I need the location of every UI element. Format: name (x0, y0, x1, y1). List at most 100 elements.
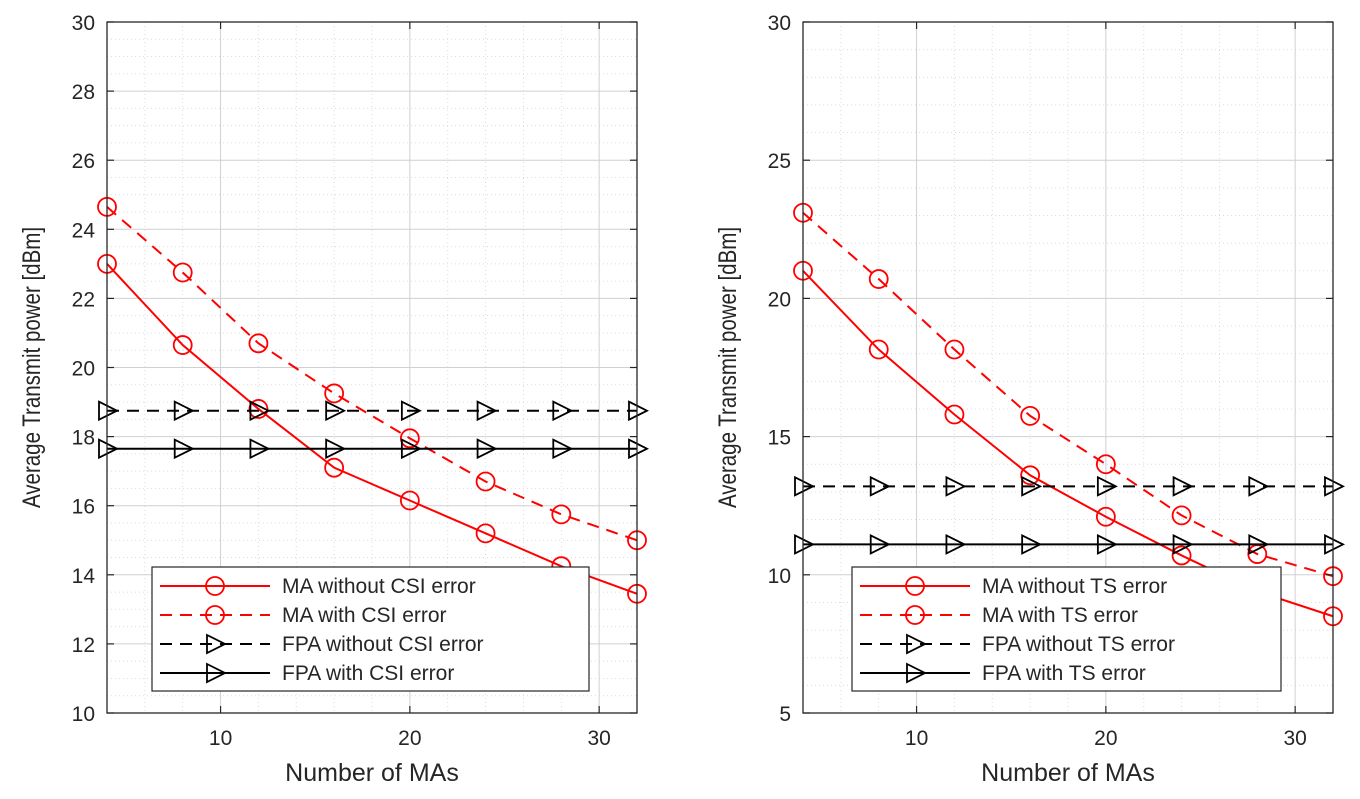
data-point (324, 457, 345, 478)
y-tick-label: 25 (768, 150, 791, 173)
y-tick-label: 20 (768, 288, 791, 311)
data-point (945, 533, 967, 555)
legend: MA without TS error MA with TS error FPA w… (851, 566, 1282, 692)
legend: MA without CSI error MA with CSI error FPA… (151, 566, 590, 692)
chart-csi-error: 10 20 30 10 12 14 16 18 20 22 24 26 28 30 Number of MA… (17, 12, 650, 787)
y-axis-label: Average Transmit power [dBm] (17, 227, 45, 508)
x-tick-label: 20 (398, 727, 421, 750)
y-tick-label: 28 (72, 81, 95, 104)
data-point (399, 490, 420, 511)
y-tick-label: 12 (72, 634, 95, 657)
x-tick-label: 30 (1283, 727, 1306, 750)
y-tick-label: 18 (72, 427, 95, 450)
data-point (869, 533, 891, 555)
data-point (1095, 454, 1116, 475)
legend-label: FPA with TS error (982, 662, 1146, 685)
legend-marker (206, 662, 228, 684)
data-point (1096, 533, 1118, 555)
data-point (476, 400, 498, 422)
data-point (1172, 475, 1194, 497)
legend-label: MA without TS error (982, 575, 1167, 598)
data-point (1324, 533, 1346, 555)
data-point (399, 428, 420, 449)
y-tick-label: 30 (72, 12, 95, 35)
legend-entry: MA with CSI error (160, 604, 447, 627)
data-point (249, 400, 271, 422)
legend-label: FPA without TS error (982, 633, 1175, 656)
data-point (1248, 475, 1270, 497)
data-point (794, 475, 816, 497)
data-point (1248, 533, 1270, 555)
data-point (248, 399, 269, 419)
data-point (868, 339, 889, 360)
y-tick-label: 22 (72, 288, 95, 311)
data-point (1020, 465, 1041, 486)
series-ma-without-csi-error (97, 253, 647, 604)
y-tick-label: 5 (779, 703, 791, 726)
data-point (249, 438, 271, 460)
y-tick-label: 10 (72, 703, 95, 726)
data-point (400, 438, 422, 460)
series-fpa-without-ts-error (794, 475, 1346, 497)
data-point (98, 400, 120, 422)
data-point (172, 262, 193, 283)
data-point (1021, 475, 1043, 497)
data-point (552, 400, 574, 422)
data-point (475, 523, 496, 544)
data-point (869, 475, 891, 497)
legend-entry: FPA with CSI error (160, 662, 454, 685)
legend-marker (905, 605, 925, 625)
legend-label: MA with CSI error (282, 604, 447, 627)
y-tick-label: 24 (72, 219, 96, 242)
data-point (1095, 506, 1116, 527)
data-point (1096, 475, 1118, 497)
legend-label: MA with TS error (982, 604, 1138, 627)
legend-marker (206, 633, 228, 655)
legend-marker (906, 633, 928, 655)
y-tick-label: 30 (768, 12, 791, 35)
x-tick-label: 30 (587, 727, 610, 750)
legend-label: FPA with CSI error (282, 662, 454, 685)
x-axis-label: Number of MAs (981, 759, 1155, 787)
series-line (802, 211, 1334, 578)
y-tick-label: 26 (72, 150, 95, 173)
data-point (945, 475, 967, 497)
data-point (628, 438, 650, 460)
series-fpa-with-ts-error (794, 533, 1346, 555)
x-tick-label: 10 (209, 727, 232, 750)
legend-entry: FPA with TS error (860, 662, 1146, 685)
legend-marker (906, 662, 928, 684)
legend-entry: FPA without TS error (860, 633, 1175, 656)
chart-ts-error: 10 20 30 5 10 15 20 25 30 Number of MAs Average Tr… (713, 12, 1346, 787)
data-point (400, 400, 422, 422)
data-point (1021, 533, 1043, 555)
y-tick-label: 15 (768, 427, 791, 450)
legend-box (151, 566, 590, 692)
legend-entry: FPA without CSI error (160, 633, 484, 656)
data-point (98, 438, 120, 460)
data-point (1324, 475, 1346, 497)
data-point (172, 335, 193, 355)
data-point (551, 504, 572, 525)
data-point (628, 400, 650, 422)
y-tick-label: 10 (768, 565, 791, 588)
data-point (325, 438, 347, 460)
legend-entry: MA without TS error (860, 575, 1167, 598)
data-point (1172, 533, 1194, 555)
data-point (476, 438, 498, 460)
legend-marker (205, 576, 225, 596)
series-fpa-with-csi-error (98, 438, 650, 460)
x-tick-label: 10 (905, 727, 928, 750)
y-tick-label: 16 (72, 496, 95, 519)
series-fpa-without-csi-error (98, 400, 650, 422)
data-point (944, 339, 965, 360)
axes-box (802, 21, 1334, 714)
x-tick-label: 20 (1094, 727, 1117, 750)
y-axis-label: Average Transmit power [dBm] (713, 227, 741, 508)
legend-label: MA without CSI error (282, 575, 476, 598)
data-point (944, 404, 965, 425)
legend-marker (905, 576, 925, 596)
legend-entry: MA with TS error (860, 604, 1138, 627)
data-point (552, 438, 574, 460)
